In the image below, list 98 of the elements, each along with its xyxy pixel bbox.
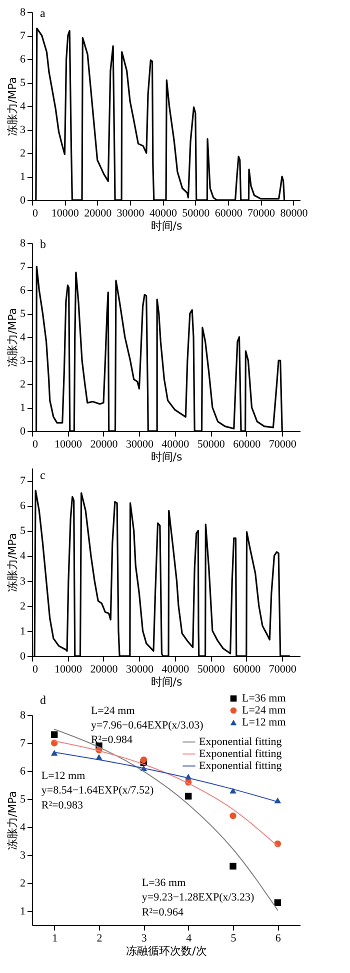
x-tick-label: 20000 <box>90 438 118 450</box>
x-tick-label: 80000 <box>280 208 308 220</box>
annotation: y=8.54−1.64EXP(x/7.52) <box>41 784 154 797</box>
x-tick-label: 30000 <box>126 438 154 450</box>
y-tick-label: 4 <box>20 822 26 834</box>
annotation: R²=0.984 <box>90 734 134 746</box>
x-tick-label: 60000 <box>214 208 243 220</box>
y-tick-label: 5 <box>20 308 26 320</box>
x-tick-label: 4 <box>186 932 192 944</box>
y-tick-label: 5 <box>20 794 26 806</box>
x-tick-label: 3 <box>141 932 148 944</box>
x-tick-label: 30000 <box>116 208 145 220</box>
y-tick-label: 7 <box>20 261 26 273</box>
y-tick-label: 3 <box>20 355 26 367</box>
x-tick-label: 0 <box>32 664 38 676</box>
x-tick-label: 1 <box>52 932 58 944</box>
x-tick-label: 2 <box>96 932 102 944</box>
y-tick-label: 3 <box>20 124 26 136</box>
y-tick-label: 8 <box>20 710 26 722</box>
chart-title: a <box>40 6 46 20</box>
legend-label: L=12 mm <box>242 716 286 728</box>
x-tick-label: 10000 <box>54 664 82 676</box>
y-tick-label: 7 <box>20 30 26 42</box>
y-tick-label: 1 <box>20 906 26 918</box>
chart-title: d <box>40 693 46 707</box>
y-tick-label: 4 <box>20 100 26 112</box>
y-tick-label: 0 <box>20 650 26 662</box>
y-tick-label: 5 <box>20 525 26 538</box>
y-tick-label: 7 <box>20 738 26 750</box>
annotation: L=12 mm <box>41 770 86 782</box>
annotation: y=9.23−1.28EXP(x/3.23) <box>142 892 255 904</box>
y-axis-title: 冻胀力/MPa <box>6 790 19 850</box>
x-tick-label: 20000 <box>84 208 112 220</box>
x-axis-title: 时间/s <box>150 450 182 464</box>
annotation: L=24 mm <box>90 704 136 717</box>
y-tick-label: 3 <box>20 575 26 588</box>
x-axis-title: 时间/s <box>150 220 182 232</box>
point <box>140 756 148 764</box>
point <box>50 731 58 738</box>
x-tick-label: 60000 <box>233 664 262 676</box>
y-tick-label: 8 <box>20 6 26 18</box>
legend-label: L=36 mm <box>242 692 286 704</box>
chart-title: c <box>40 468 46 482</box>
chart-title: b <box>40 237 46 251</box>
x-tick-label: 40000 <box>162 664 190 676</box>
x-tick-label: 60000 <box>233 438 262 450</box>
y-tick-label: 7 <box>20 475 26 488</box>
x-tick-label: 70000 <box>268 664 297 676</box>
y-tick-label: 0 <box>20 194 26 206</box>
y-tick-label: 8 <box>20 238 26 250</box>
x-tick-label: 40000 <box>162 438 190 450</box>
x-tick-label: 6 <box>275 932 282 944</box>
x-tick-label: 70000 <box>268 438 297 450</box>
x-tick-label: 30000 <box>126 664 154 676</box>
y-tick-label: 6 <box>20 284 26 296</box>
x-tick-label: 5 <box>230 932 237 944</box>
y-axis-title: 冻胀力/MPa <box>6 308 19 368</box>
y-axis-title: 冻胀力/MPa <box>6 76 19 136</box>
x-axis-title: 时间/s <box>150 676 182 688</box>
y-tick-label: 1 <box>20 171 26 183</box>
annotation: R²=0.983 <box>41 799 84 812</box>
x-tick-label: 10000 <box>51 208 80 220</box>
x-tick-label: 70000 <box>248 208 276 220</box>
legend-label: Exponential fitting <box>199 736 282 748</box>
y-tick-label: 2 <box>20 878 26 890</box>
x-tick-label: 50000 <box>182 208 210 220</box>
y-tick-label: 0 <box>20 426 26 438</box>
point <box>184 792 192 800</box>
annotation: L=36 mm <box>142 877 186 889</box>
x-tick-label: 0 <box>32 208 38 220</box>
y-tick-label: 6 <box>20 500 26 512</box>
legend-label: Exponential fitting <box>199 748 282 760</box>
y-tick-label: 6 <box>20 54 26 66</box>
x-tick-label: 50000 <box>197 664 226 676</box>
x-tick-label: 20000 <box>90 664 118 676</box>
y-tick-label: 2 <box>20 148 26 160</box>
y-axis-title: 冻胀力/MPa <box>6 532 19 592</box>
point <box>230 862 236 870</box>
x-tick-label: 50000 <box>197 438 226 450</box>
legend-label: L=24 mm <box>242 704 286 716</box>
y-tick-label: 6 <box>20 766 26 778</box>
y-tick-label: 4 <box>20 332 26 344</box>
y-tick-label: 2 <box>20 600 26 612</box>
x-tick-label: 10000 <box>54 438 82 450</box>
y-tick-label: 2 <box>20 378 26 390</box>
y-tick-label: 5 <box>20 77 26 89</box>
legend-label: Exponential fitting <box>199 760 282 772</box>
x-tick-label: 0 <box>32 438 38 450</box>
annotation: R²=0.964 <box>142 906 184 918</box>
point <box>230 812 236 820</box>
annotation: y=7.96−0.64EXP(x/3.03) <box>90 720 204 732</box>
y-tick-label: 3 <box>20 850 26 862</box>
y-tick-label: 1 <box>20 402 26 414</box>
y-tick-label: 1 <box>20 625 26 638</box>
x-tick-label: 40000 <box>149 208 178 220</box>
y-tick-label: 4 <box>20 550 26 562</box>
x-axis-title: 冻融循环次数/次 <box>126 944 207 958</box>
point <box>274 899 282 906</box>
